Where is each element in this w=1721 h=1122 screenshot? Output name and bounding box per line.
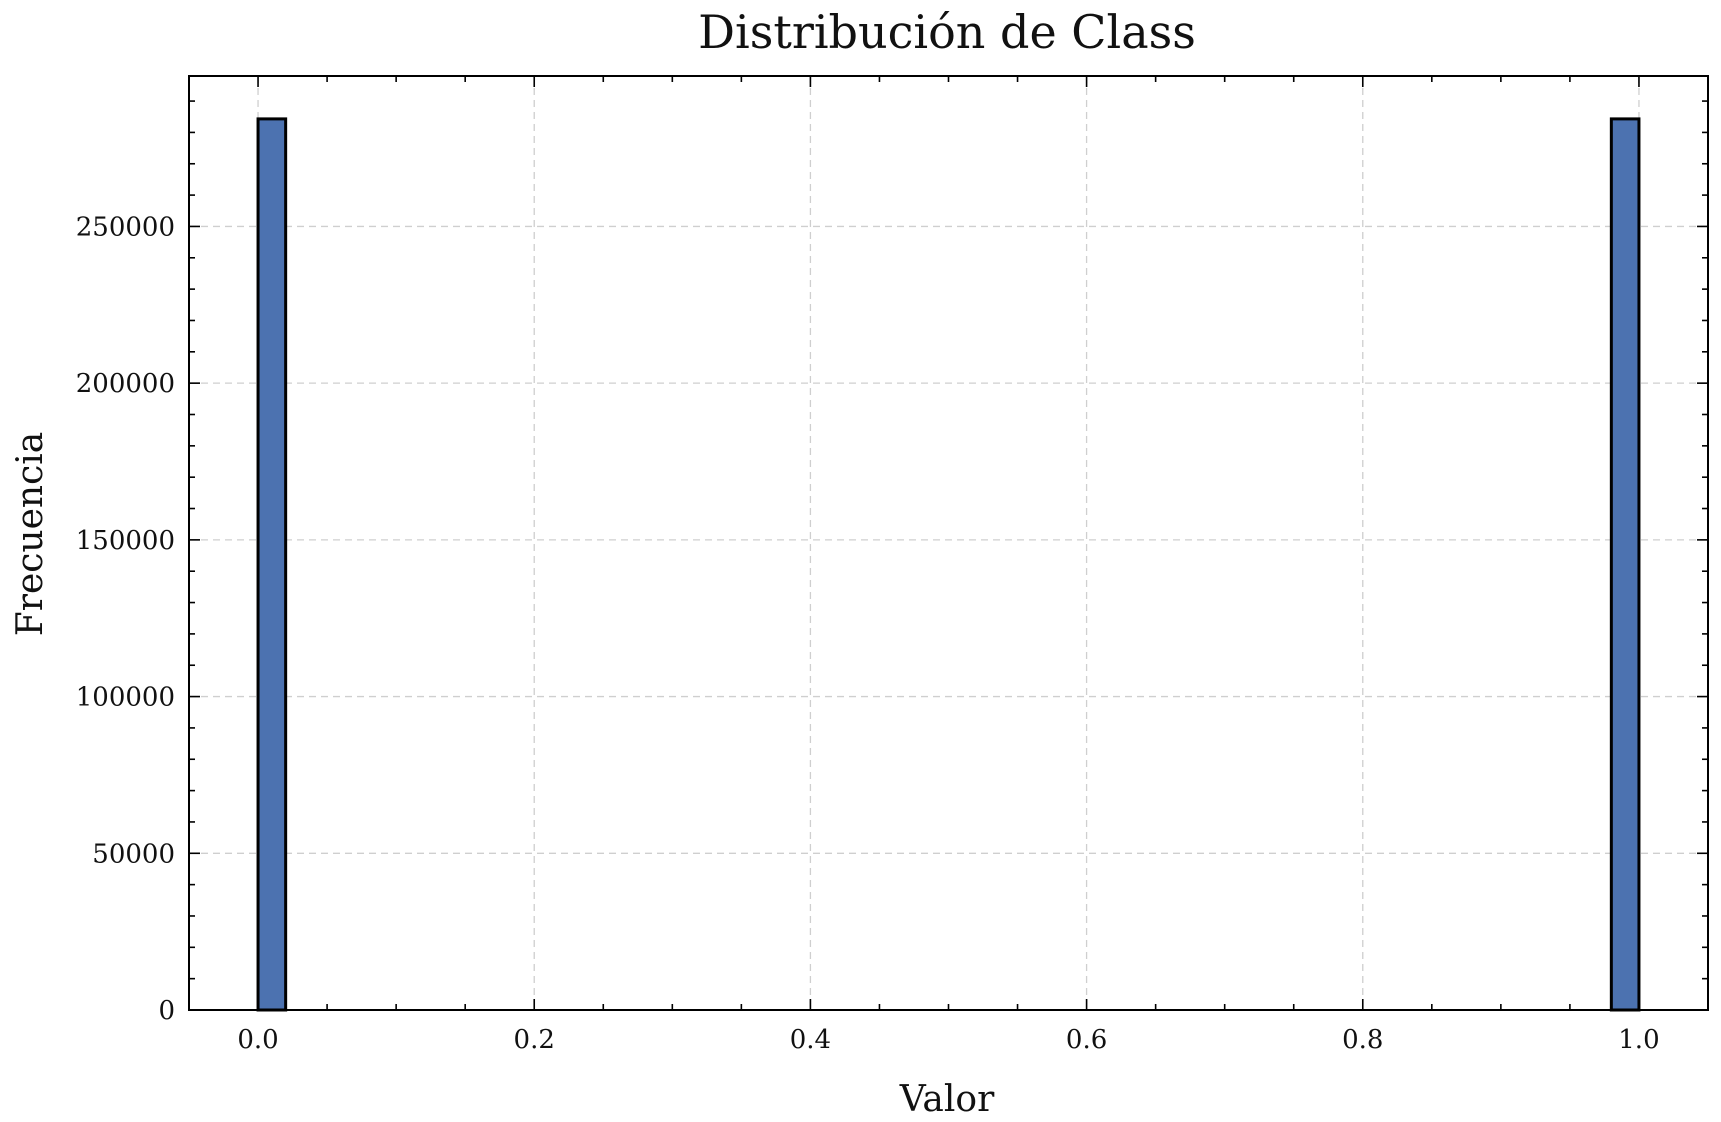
- chart-title: Distribución de Class: [698, 5, 1196, 59]
- x-axis-label: Valor: [899, 1079, 995, 1120]
- x-tick-label: 0.8: [1342, 1025, 1383, 1055]
- x-tick-label: 0.4: [790, 1025, 831, 1055]
- axis-ticks: [188, 76, 1709, 1011]
- x-tick-labels: 0.0 0.2 0.4 0.6 0.8 1.0: [237, 1025, 1659, 1055]
- grid-lines: [189, 76, 1708, 1010]
- histogram-bar: [256, 117, 288, 1012]
- y-tick-label: 200000: [76, 369, 175, 399]
- bars: [256, 117, 1641, 1012]
- plot-frame: [188, 75, 1709, 1011]
- histogram-bar: [1609, 117, 1641, 1012]
- y-tick-label: 100000: [76, 683, 175, 713]
- y-tick-labels: 0 50000 100000 150000 200000 250000: [76, 212, 175, 1026]
- y-tick-label: 0: [158, 996, 175, 1026]
- y-tick-label: 150000: [76, 526, 175, 556]
- x-tick-label: 0.2: [514, 1025, 555, 1055]
- y-tick-label: 50000: [92, 839, 175, 869]
- x-tick-label: 0.6: [1066, 1025, 1107, 1055]
- y-axis-label: Frecuencia: [10, 432, 51, 636]
- y-tick-label: 250000: [76, 212, 175, 242]
- x-tick-label: 0.0: [237, 1025, 278, 1055]
- x-tick-label: 1.0: [1618, 1025, 1659, 1055]
